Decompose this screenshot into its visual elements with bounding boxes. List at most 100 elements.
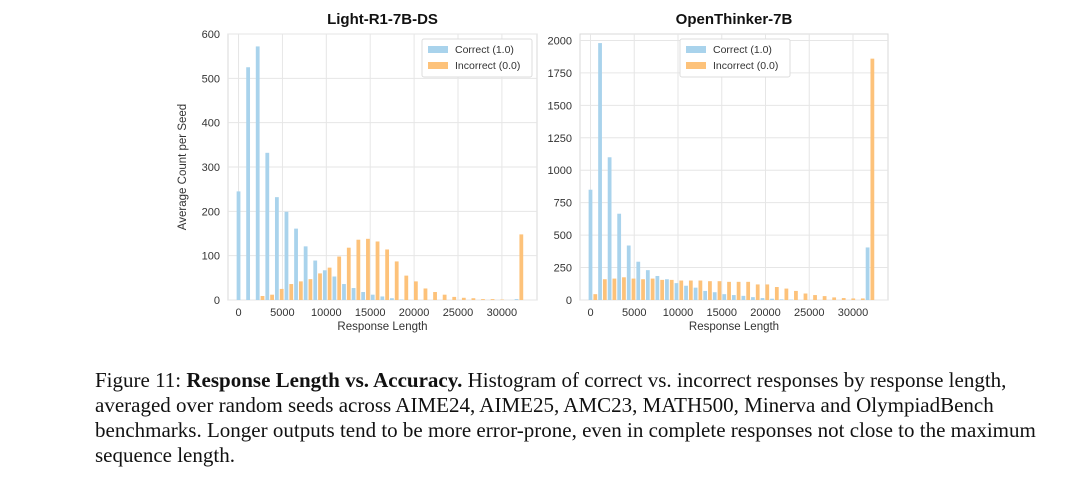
legend-swatch (686, 46, 706, 53)
incorrect-bar (708, 281, 712, 300)
x-tick-label: 25000 (794, 307, 825, 319)
incorrect-bar (727, 281, 731, 300)
correct-bar (322, 270, 327, 300)
caption-label: Figure 11: (95, 368, 182, 392)
incorrect-bar (784, 288, 789, 300)
y-axis-label: Average Count per Seed (177, 104, 189, 230)
incorrect-bar (851, 298, 856, 300)
incorrect-bar (870, 58, 875, 301)
incorrect-bar (698, 280, 703, 300)
incorrect-bar (593, 294, 598, 300)
correct-bar (370, 294, 375, 300)
plot-area (579, 33, 889, 301)
x-tick-label: 5000 (270, 307, 294, 319)
chart-title: Light-R1-7B-DS (327, 11, 438, 28)
incorrect-bar (832, 297, 837, 300)
correct-bar (751, 297, 755, 300)
incorrect-bar (413, 281, 418, 300)
incorrect-bar (337, 256, 342, 300)
y-tick-label: 100 (202, 251, 220, 263)
x-tick-label: 0 (235, 307, 241, 319)
x-tick-label: 20000 (399, 307, 430, 319)
caption-bold: Response Length vs. Accuracy. (186, 368, 463, 392)
correct-bar (607, 157, 612, 300)
correct-bar (617, 213, 622, 300)
legend-box (679, 38, 791, 78)
x-tick-label: 5000 (622, 307, 646, 319)
correct-bar (598, 43, 602, 301)
incorrect-bar (490, 299, 495, 300)
y-tick-label: 1500 (548, 100, 572, 112)
y-tick-label: 0 (214, 295, 220, 307)
incorrect-bar (385, 249, 390, 300)
figure-caption: Figure 11: Response Length vs. Accuracy.… (95, 368, 1055, 468)
incorrect-bar (822, 296, 827, 300)
incorrect-bar (717, 281, 722, 300)
y-tick-label: 1000 (548, 165, 572, 177)
correct-bar (655, 275, 660, 300)
incorrect-bar (327, 267, 332, 300)
incorrect-bar (622, 277, 626, 300)
legend-swatch (686, 62, 706, 69)
incorrect-bar (841, 298, 846, 300)
correct-bar (626, 245, 631, 300)
incorrect-bar (860, 298, 865, 300)
legend-label: Correct (1.0) (713, 44, 772, 56)
incorrect-bar (433, 292, 437, 300)
incorrect-bar (366, 238, 370, 300)
x-tick-label: 10000 (311, 307, 342, 319)
chart-0: 0 5000 10000 15000 20000 25000 30000 0 100 200 300… (177, 11, 538, 333)
correct-bar (636, 261, 641, 300)
incorrect-bar (765, 284, 770, 300)
correct-bar (645, 270, 650, 300)
x-tick-label: 30000 (838, 307, 869, 319)
y-tick-label: 500 (202, 73, 220, 85)
legend-label: Incorrect (0.0) (455, 60, 520, 72)
incorrect-bar (813, 295, 817, 300)
y-tick-label: 500 (554, 230, 572, 242)
incorrect-bar (260, 296, 265, 300)
correct-bar (255, 46, 260, 301)
correct-bar (722, 294, 727, 300)
incorrect-bar (404, 275, 409, 300)
legend-box (421, 38, 533, 78)
incorrect-bar (650, 278, 655, 300)
incorrect-bar (318, 273, 322, 300)
incorrect-bar (774, 287, 779, 300)
x-axis-label: Response Length (337, 321, 427, 333)
incorrect-bar (452, 296, 457, 300)
correct-bar (731, 295, 736, 300)
x-axis-label: Response Length (689, 321, 779, 333)
y-tick-label: 2000 (548, 35, 572, 47)
y-tick-label: 750 (554, 198, 572, 210)
correct-bar (390, 298, 394, 300)
incorrect-bar (736, 281, 741, 300)
caption-text: Histogram of correct vs. incorrect respo… (95, 368, 1036, 467)
correct-bar (588, 189, 593, 300)
correct-bar (865, 247, 870, 300)
correct-bar (684, 285, 688, 300)
incorrect-bar (289, 284, 294, 300)
legend-swatch (428, 62, 448, 69)
incorrect-bar (679, 280, 684, 300)
correct-bar (703, 290, 708, 300)
incorrect-bar (669, 279, 674, 300)
correct-bar (274, 197, 279, 300)
x-tick-label: 30000 (487, 307, 518, 319)
legend-label: Incorrect (0.0) (713, 60, 778, 72)
correct-bar (303, 246, 308, 300)
legend-swatch (428, 46, 448, 53)
legend: Correct (1.0) Incorrect (0.0) (679, 38, 791, 78)
chart-1: 0 5000 10000 15000 20000 25000 30000 0 250 500 750… (548, 11, 889, 333)
incorrect-bar (270, 294, 274, 300)
correct-bar (760, 298, 765, 300)
correct-bar (351, 288, 356, 300)
correct-bar (342, 284, 346, 300)
y-tick-label: 1750 (548, 68, 572, 80)
correct-bar (770, 298, 774, 300)
correct-bar (514, 299, 519, 300)
x-tick-label: 20000 (750, 307, 781, 319)
correct-bar (313, 260, 318, 300)
x-tick-label: 0 (587, 307, 593, 319)
correct-bar (246, 67, 251, 300)
